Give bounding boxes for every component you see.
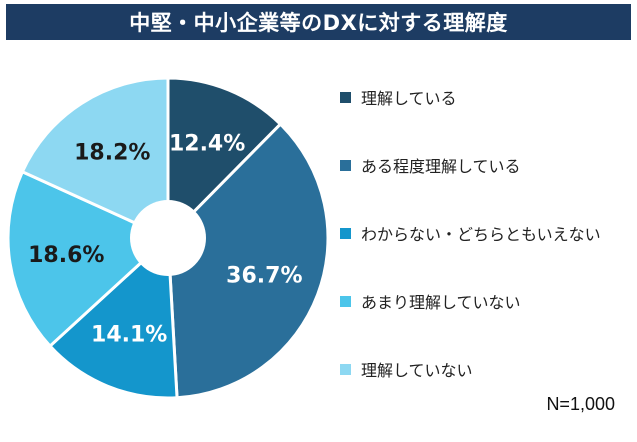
legend-item-3: あまり理解していない (340, 284, 635, 318)
legend-item-4: 理解していない (340, 352, 635, 386)
legend-item-2: わからない・どちらともいえない (340, 216, 635, 250)
legend-label-4: 理解していない (361, 361, 473, 380)
title-bar: 中堅・中小企業等のDXに対する理解度 (6, 4, 631, 40)
chart-title: 中堅・中小企業等のDXに対する理解度 (129, 11, 508, 35)
data-label-3: 18.6% (28, 243, 104, 268)
legend: 理解している ある程度理解している わからない・どちらともいえない あまり理解し… (340, 80, 635, 420)
data-label-4: 18.2% (74, 140, 150, 165)
slice-3 (6, 169, 171, 349)
slice-0 (166, 76, 283, 242)
legend-swatch-3 (340, 295, 351, 307)
slice-2 (47, 234, 179, 400)
legend-item-0: 理解している (340, 80, 635, 114)
donut-hole (130, 200, 206, 276)
slice-1 (166, 122, 330, 400)
legend-swatch-1 (340, 159, 351, 171)
data-label-1: 36.7% (226, 263, 302, 288)
legend-swatch-4 (340, 363, 351, 375)
sample-size-note: N=1,000 (546, 394, 615, 414)
legend-label-2: わからない・どちらともいえない (361, 225, 601, 244)
legend-item-1: ある程度理解している (340, 148, 635, 182)
legend-label-0: 理解している (361, 89, 457, 108)
legend-label-1: ある程度理解している (361, 157, 521, 176)
legend-label-3: あまり理解していない (361, 293, 521, 312)
data-label-2: 14.1% (91, 322, 167, 347)
legend-swatch-2 (340, 227, 351, 239)
data-label-0: 12.4% (169, 132, 245, 157)
legend-swatch-0 (340, 91, 351, 103)
slice-4 (20, 76, 170, 241)
